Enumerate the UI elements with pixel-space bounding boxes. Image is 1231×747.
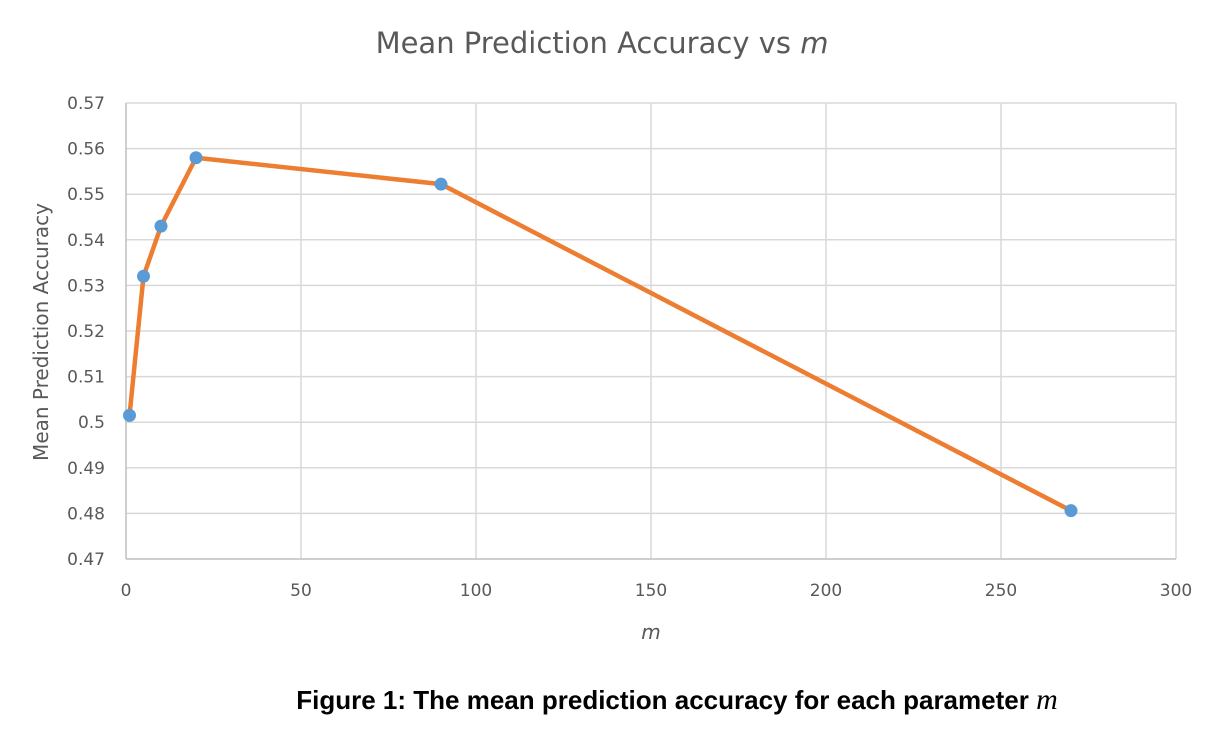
x-tick-label: 0 [121,581,132,601]
series-line [127,155,1074,513]
chart-title-text: Mean Prediction Accuracy vs [376,26,801,60]
grid-lines [126,102,1177,559]
y-tick-label: 0.55 [67,185,105,205]
data-point [189,151,203,165]
x-tick-label: 200 [810,581,842,601]
figure-caption-text: Figure 1: The mean prediction accuracy f… [296,685,1036,715]
axes [125,103,1176,560]
y-tick-label: 0.56 [67,140,105,160]
x-tick-label: 250 [985,581,1017,601]
y-tick-label: 0.49 [67,459,105,479]
data-point [123,408,136,422]
x-tick-label: 150 [635,581,667,601]
x-axis-label: m [641,620,660,644]
y-tick-label: 0.57 [67,94,105,114]
y-tick-label: 0.54 [67,231,105,251]
figure-caption: Figure 1: The mean prediction accuracy f… [296,683,1057,716]
series-line-layer [127,155,1074,513]
y-tick-labels: 0.47 0.48 0.49 0.5 0.51 0.52 0.53 0.54 0.55 0.56 0… [67,94,105,570]
y-tick-label: 0.51 [67,368,105,388]
y-tick-label: 0.47 [67,550,105,570]
data-point [434,177,448,191]
figure-caption-variable: m [1036,683,1058,716]
y-tick-label: 0.48 [67,504,105,524]
x-tick-label: 300 [1160,581,1192,601]
x-tick-label: 50 [290,581,312,601]
data-point [137,269,150,283]
y-tick-label: 0.53 [67,276,105,296]
y-tick-label: 0.52 [67,322,105,342]
series-markers [123,151,1078,518]
y-tick-label: 0.5 [78,413,105,433]
y-axis-label: Mean Prediction Accuracy [29,203,53,461]
chart-title-variable: m [800,26,828,60]
data-point [154,219,168,233]
x-tick-labels: 0 50 100 150 200 250 300 [121,581,1193,601]
data-point [1064,504,1078,518]
x-tick-label: 100 [460,581,492,601]
chart-title: Mean Prediction Accuracy vs m [376,26,829,60]
